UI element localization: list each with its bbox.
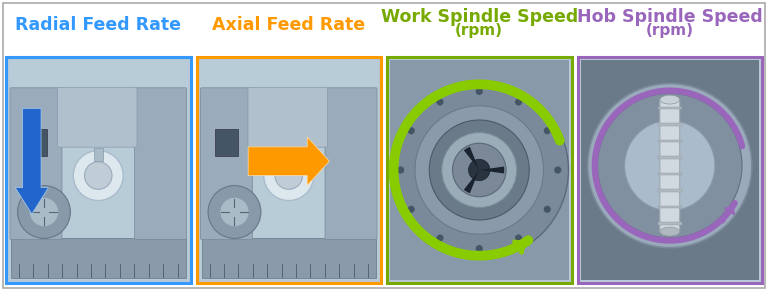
Bar xyxy=(25,129,48,156)
Text: Hob Spindle Speed: Hob Spindle Speed xyxy=(577,8,763,26)
Bar xyxy=(163,264,164,278)
Bar xyxy=(216,129,238,156)
Bar xyxy=(120,264,121,278)
Bar xyxy=(578,57,762,283)
Wedge shape xyxy=(464,147,479,170)
Text: Work Spindle Speed: Work Spindle Speed xyxy=(381,8,578,26)
Circle shape xyxy=(390,81,568,259)
Bar xyxy=(149,264,150,278)
Bar xyxy=(200,60,378,280)
Bar xyxy=(19,264,20,278)
Circle shape xyxy=(452,143,506,197)
Bar xyxy=(224,264,225,278)
Ellipse shape xyxy=(660,95,680,104)
Text: Axial Feed Rate: Axial Feed Rate xyxy=(212,16,366,34)
Circle shape xyxy=(397,166,404,173)
Bar xyxy=(353,264,355,278)
Ellipse shape xyxy=(660,227,680,236)
Circle shape xyxy=(475,88,483,95)
Bar xyxy=(177,264,178,278)
Circle shape xyxy=(436,235,444,242)
FancyBboxPatch shape xyxy=(325,88,377,239)
Bar xyxy=(62,264,63,278)
Bar xyxy=(368,264,369,278)
Bar xyxy=(238,264,240,278)
Bar xyxy=(6,57,190,283)
Circle shape xyxy=(84,162,112,189)
Circle shape xyxy=(544,206,551,213)
Bar xyxy=(34,264,35,278)
Bar xyxy=(658,156,682,159)
Circle shape xyxy=(263,150,314,200)
Bar xyxy=(310,264,311,278)
Circle shape xyxy=(442,132,517,207)
Circle shape xyxy=(515,98,522,106)
Bar xyxy=(105,264,107,278)
Bar xyxy=(284,148,293,161)
Circle shape xyxy=(408,127,415,134)
Bar xyxy=(390,60,568,280)
Circle shape xyxy=(29,198,58,226)
Bar xyxy=(11,238,186,278)
Circle shape xyxy=(429,120,529,220)
Circle shape xyxy=(408,206,415,213)
Bar xyxy=(658,222,682,225)
Wedge shape xyxy=(464,170,479,193)
Bar xyxy=(658,189,682,191)
Text: (rpm): (rpm) xyxy=(455,22,503,38)
Bar xyxy=(658,140,682,142)
Bar xyxy=(325,264,326,278)
Bar xyxy=(387,57,571,283)
Bar xyxy=(9,60,187,280)
FancyArrow shape xyxy=(15,109,48,214)
Bar xyxy=(134,264,135,278)
Circle shape xyxy=(554,166,561,173)
Circle shape xyxy=(598,93,742,238)
Bar xyxy=(77,264,78,278)
Bar xyxy=(658,206,682,208)
Bar xyxy=(201,238,376,278)
Text: (rpm): (rpm) xyxy=(646,22,694,38)
Circle shape xyxy=(73,150,123,200)
FancyBboxPatch shape xyxy=(660,99,680,233)
FancyBboxPatch shape xyxy=(58,87,137,147)
Circle shape xyxy=(436,98,444,106)
Circle shape xyxy=(18,186,71,238)
Circle shape xyxy=(588,84,752,248)
Bar xyxy=(658,107,682,109)
FancyBboxPatch shape xyxy=(200,88,253,239)
Bar xyxy=(581,60,759,280)
Circle shape xyxy=(208,186,261,238)
Bar xyxy=(658,173,682,175)
Circle shape xyxy=(515,235,522,242)
Bar xyxy=(339,264,340,278)
Bar xyxy=(282,264,283,278)
Circle shape xyxy=(220,198,249,226)
Wedge shape xyxy=(479,166,505,173)
Bar xyxy=(296,264,297,278)
Bar xyxy=(197,57,381,283)
Bar xyxy=(267,264,268,278)
Bar xyxy=(91,264,92,278)
Bar xyxy=(658,123,682,125)
FancyBboxPatch shape xyxy=(248,87,327,147)
FancyBboxPatch shape xyxy=(134,88,187,239)
Text: Radial Feed Rate: Radial Feed Rate xyxy=(15,16,181,34)
Bar xyxy=(94,148,103,161)
Circle shape xyxy=(624,120,715,211)
FancyArrow shape xyxy=(248,137,329,185)
FancyBboxPatch shape xyxy=(10,88,62,239)
Circle shape xyxy=(544,127,551,134)
Circle shape xyxy=(475,245,483,252)
Circle shape xyxy=(468,159,490,181)
Bar xyxy=(48,264,49,278)
Circle shape xyxy=(275,162,303,189)
Circle shape xyxy=(415,106,544,234)
